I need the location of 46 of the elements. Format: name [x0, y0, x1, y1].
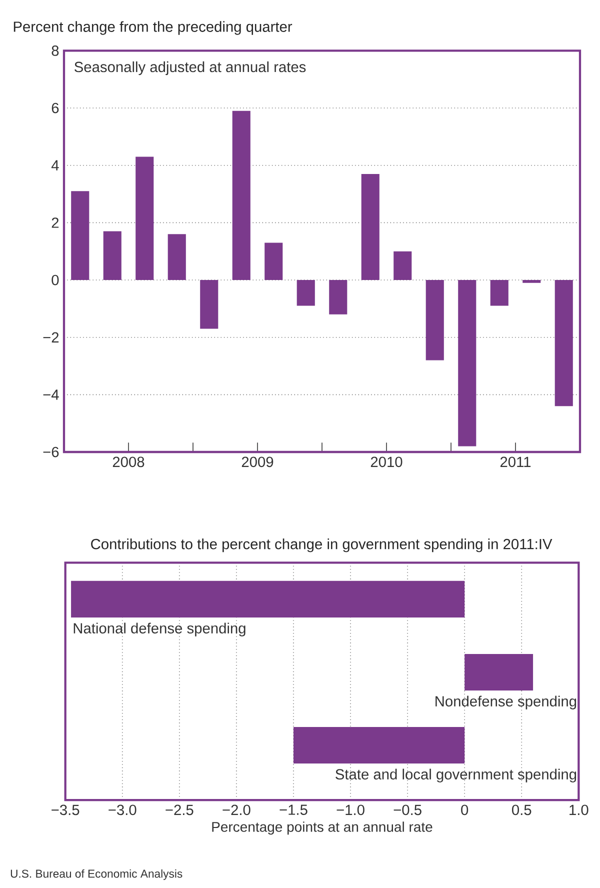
y-tick-label: −6 [43, 446, 59, 458]
x-tick-label: 1.0 [570, 804, 588, 816]
x-tick-label: 2011 [500, 456, 531, 468]
bar [394, 251, 412, 280]
x-tick-label: −1.5 [280, 804, 308, 815]
y-tick-label: −4 [43, 390, 59, 400]
y-tick-label: 8 [52, 45, 59, 56]
x-tick-label: 2009 [242, 456, 274, 468]
y-tick-label: 2 [52, 218, 59, 228]
y-tick-label: 6 [52, 102, 59, 114]
bar [426, 280, 444, 360]
bar [522, 280, 541, 283]
chart-title: Contributions to the percent change in government spending in 2011:IV [91, 538, 552, 552]
chart-title: Percent change from the preceding quarter [14, 21, 292, 35]
y-tick-label: 0 [52, 274, 59, 286]
x-tick-label: 2008 [112, 456, 144, 468]
x-tick-label: −2.0 [222, 804, 250, 816]
y-tick-label: National defense spending [74, 622, 246, 636]
bar [329, 280, 348, 314]
x-tick-label: −2.5 [166, 804, 194, 816]
bar [168, 234, 186, 280]
y-tick-label: −2 [43, 332, 59, 342]
bar [296, 280, 315, 306]
bar [554, 280, 573, 406]
x-tick-label: −0.5 [394, 804, 422, 816]
bar [71, 191, 90, 280]
bar [232, 110, 250, 280]
text: U.S. Bureau of Economic Analysis [10, 869, 182, 880]
bar [103, 231, 122, 280]
y-tick-label: Nondefense spending [436, 696, 576, 710]
x-tick-label: −1.0 [336, 804, 364, 816]
x-tick-label: −3.0 [108, 804, 136, 816]
y-tick-label: 4 [51, 160, 59, 170]
bar [200, 280, 218, 329]
x-tick-label: 0 [461, 804, 468, 816]
bar [136, 156, 154, 280]
bar [490, 280, 508, 306]
bar [264, 242, 283, 280]
y-tick-label: State and local government spending [336, 768, 576, 782]
x-tick-label: −3.5 [52, 804, 80, 816]
text: Seasonally adjusted at annual rates [74, 61, 306, 76]
x-axis-title: Percentage points at an annual rate [212, 822, 432, 835]
bar [361, 174, 380, 280]
x-tick-label: 0.5 [512, 804, 532, 816]
bar [458, 280, 476, 446]
x-tick-label: 2010 [370, 456, 402, 468]
